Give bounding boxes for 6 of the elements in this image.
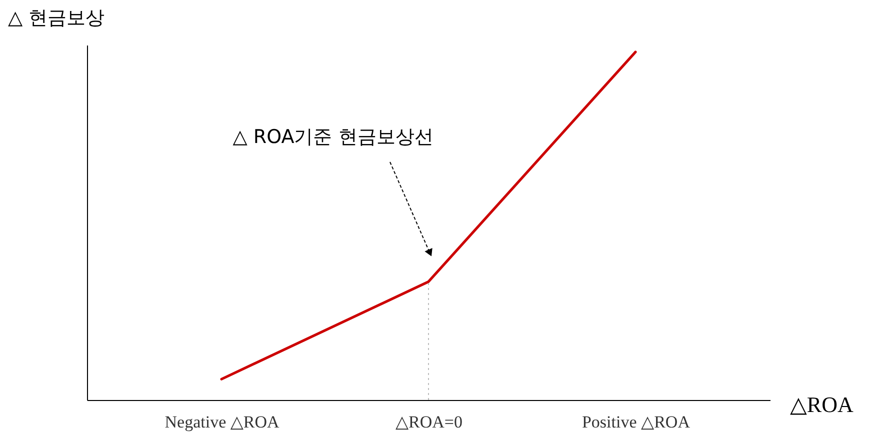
x-tick-label: Positive △ROA	[582, 412, 691, 432]
x-tick-label: Negative △ROA	[164, 412, 280, 432]
text: △ROA	[790, 392, 854, 417]
x-tick-label: △ROA=0	[395, 412, 463, 432]
text: △ 현금보상	[8, 7, 105, 29]
annotation: △ ROA기준 현금보상선	[232, 126, 434, 148]
